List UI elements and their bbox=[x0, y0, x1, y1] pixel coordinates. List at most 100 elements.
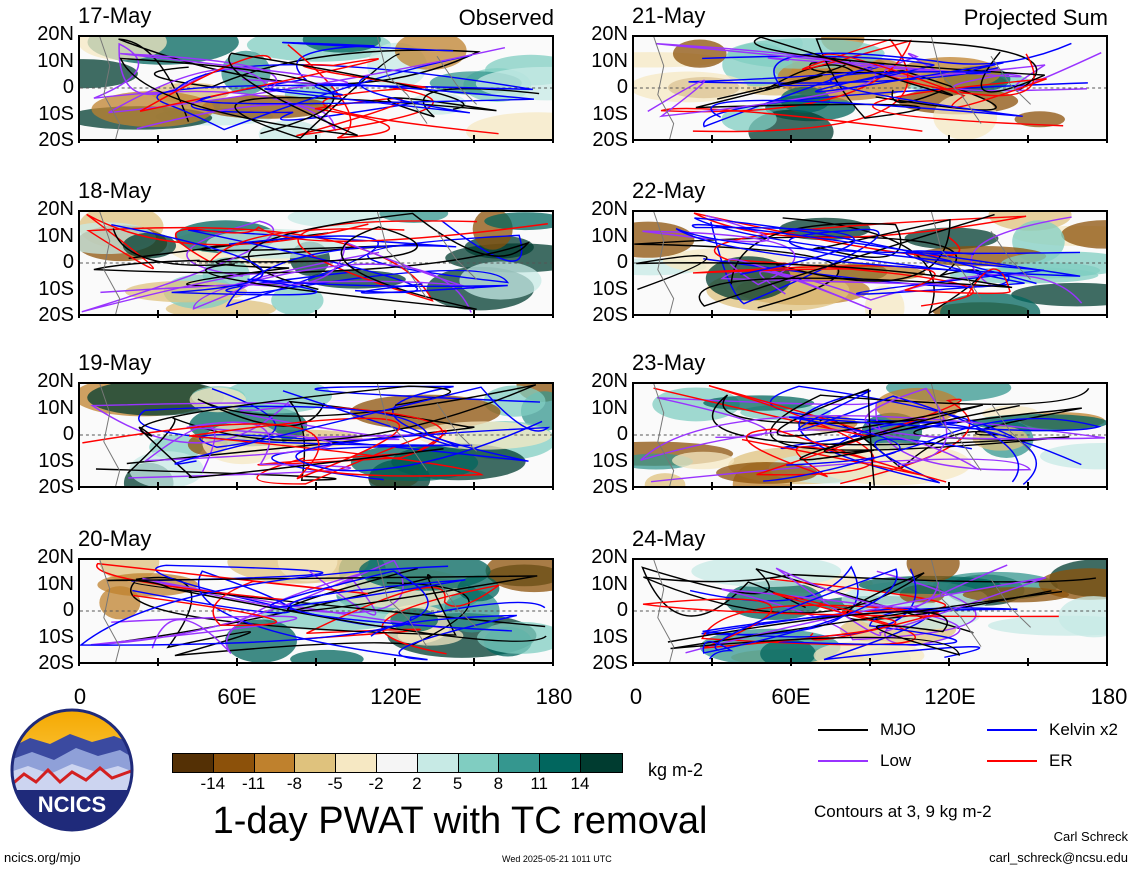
lat-label-left-4-1: 10N bbox=[37, 572, 74, 595]
footer-site: ncics.org/mjo bbox=[4, 850, 81, 865]
axis-tick bbox=[632, 135, 634, 143]
lat-label-left-3-1: 10N bbox=[37, 396, 74, 419]
axis-tick bbox=[1106, 658, 1108, 666]
axis-tick bbox=[790, 135, 792, 143]
pwat-anomaly-blob bbox=[457, 575, 500, 602]
contour-line bbox=[300, 584, 500, 655]
lon-label-right-0: 0 bbox=[629, 684, 643, 709]
axis-tick bbox=[236, 482, 238, 490]
colorbar-swatch-6 bbox=[417, 754, 459, 772]
panel-date-left-4: 20-May bbox=[78, 526, 152, 551]
lat-label-left-2-0: 20N bbox=[37, 198, 74, 220]
legend-mjo-line bbox=[818, 729, 868, 731]
axis-tick bbox=[78, 135, 80, 143]
lon-label-right-120e: 120E bbox=[924, 684, 976, 709]
colorbar-tick-label: 2 bbox=[412, 774, 422, 793]
panel-corner-label-left-1: Observed bbox=[458, 5, 554, 30]
lat-label-left-4-0: 20N bbox=[37, 546, 74, 568]
lon-label-left-180: 180 bbox=[535, 684, 573, 709]
contour-line bbox=[108, 46, 506, 114]
pwat-anomaly-blob bbox=[260, 601, 407, 631]
map-panel-left-1 bbox=[78, 35, 554, 141]
panel-date-right-1: 21-May bbox=[632, 3, 706, 28]
map-panel-right-3 bbox=[632, 382, 1108, 488]
axis-tick bbox=[473, 135, 475, 143]
contour-line bbox=[640, 387, 1105, 471]
pwat-anomaly-blob bbox=[1011, 282, 1106, 307]
lat-label-left-2-3: 10S bbox=[38, 277, 74, 300]
lat-label-right-1-4: 20S bbox=[592, 129, 628, 151]
pwat-anomaly-blob bbox=[813, 640, 925, 662]
axis-tick bbox=[157, 658, 159, 666]
axis-tick bbox=[948, 135, 950, 143]
lat-label-right-2-0: 20N bbox=[591, 198, 628, 220]
colorbar-swatch-0 bbox=[173, 754, 214, 772]
colorbar-tick-label: 8 bbox=[493, 774, 504, 793]
axis-tick bbox=[78, 310, 80, 318]
lat-label-right-3-0: 20N bbox=[591, 370, 628, 392]
axis-tick bbox=[236, 658, 238, 666]
coastline bbox=[99, 212, 477, 314]
lat-label-right-1-3: 10S bbox=[592, 102, 628, 125]
lat-label-right-2-3: 10S bbox=[592, 277, 628, 300]
pwat-anomaly-blob bbox=[202, 95, 330, 119]
pwat-anomaly-blob bbox=[672, 451, 735, 470]
axis-tick bbox=[1027, 482, 1029, 490]
coastline bbox=[653, 212, 1031, 314]
axis-tick bbox=[78, 482, 80, 490]
colorbar-tick-label: -11 bbox=[241, 774, 266, 793]
pwat-anomaly-blob bbox=[760, 639, 816, 662]
colorbar-tick-label: 5 bbox=[452, 774, 463, 793]
axis-tick bbox=[552, 658, 554, 666]
contour-line bbox=[132, 570, 517, 661]
pwat-anomaly-blob bbox=[1014, 111, 1065, 128]
axis-tick bbox=[869, 310, 871, 318]
lat-label-left-4-3: 10S bbox=[38, 625, 74, 648]
lat-label-left-2-1: 10N bbox=[37, 224, 74, 247]
lon-label-left-0: 0 bbox=[73, 684, 87, 709]
axis-tick bbox=[948, 658, 950, 666]
colorbar-swatch-10 bbox=[580, 754, 622, 772]
contour-line bbox=[190, 41, 454, 121]
axis-tick bbox=[632, 658, 634, 666]
colorbar-swatch-3 bbox=[295, 754, 337, 772]
legend-er-line bbox=[987, 760, 1037, 762]
contour-line bbox=[701, 578, 947, 646]
contour-line bbox=[763, 416, 1102, 482]
coastline bbox=[653, 37, 1031, 139]
pwat-anomaly-blob bbox=[727, 38, 885, 69]
axis-tick bbox=[790, 482, 792, 490]
legend-kelvin-line bbox=[987, 729, 1037, 731]
pwat-anomaly-blob bbox=[466, 112, 552, 139]
contour-line bbox=[111, 223, 508, 296]
contour-line bbox=[769, 385, 1082, 486]
colorbar bbox=[172, 753, 623, 773]
axis-tick bbox=[869, 658, 871, 666]
pwat-anomaly-blob bbox=[1001, 251, 1106, 276]
legend-er-label: ER bbox=[1049, 751, 1073, 770]
map-panel-right-2 bbox=[632, 210, 1108, 316]
pwat-anomaly-blob bbox=[962, 587, 1070, 603]
coastline bbox=[653, 560, 1031, 662]
axis-tick bbox=[394, 482, 396, 490]
contour-line bbox=[642, 214, 873, 311]
axis-tick bbox=[948, 482, 950, 490]
lat-label-right-3-2: 0 bbox=[616, 423, 628, 445]
legend-low-line bbox=[818, 760, 868, 762]
contour-line bbox=[139, 54, 499, 135]
axis-tick bbox=[552, 482, 554, 490]
axis-tick bbox=[1027, 135, 1029, 143]
axis-tick bbox=[78, 658, 80, 666]
coastline bbox=[99, 560, 477, 662]
pwat-anomaly-blob bbox=[475, 66, 552, 101]
panel-date-right-3: 23-May bbox=[632, 350, 706, 375]
map-panel-right-4 bbox=[632, 558, 1108, 664]
legend-low-label: Low bbox=[880, 751, 912, 770]
axis-tick bbox=[394, 658, 396, 666]
lat-label-left-3-2: 0 bbox=[62, 423, 74, 445]
panel-date-right-2: 22-May bbox=[632, 178, 706, 203]
lat-label-right-2-4: 20S bbox=[592, 304, 628, 326]
colorbar-tick-label: 14 bbox=[570, 774, 590, 793]
axis-tick bbox=[315, 482, 317, 490]
lat-label-right-3-1: 10N bbox=[591, 396, 628, 419]
